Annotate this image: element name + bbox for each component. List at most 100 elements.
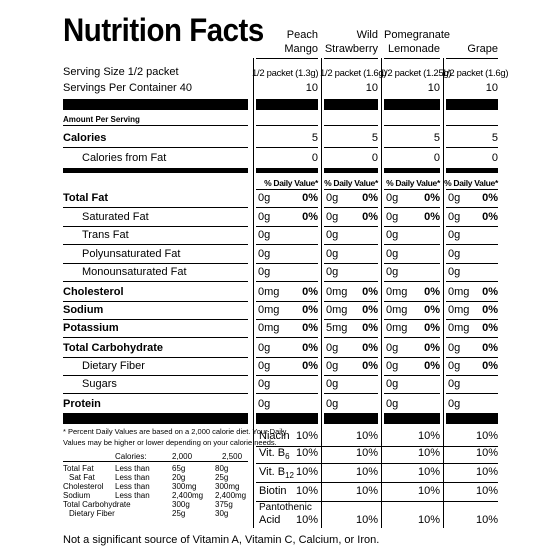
- nutrient-amount: 5mg: [326, 322, 348, 334]
- dv-table-cell: 2,400mg: [172, 491, 204, 500]
- nutrient-amount: 0g: [258, 398, 271, 410]
- thick-divider: [256, 99, 318, 110]
- nutrient-daily-value: 0%: [362, 342, 378, 354]
- dv-table-cell: Sodium: [63, 491, 91, 500]
- vitamin-daily-value: 10%: [355, 447, 378, 459]
- nutrient-amount: 0g: [448, 360, 461, 372]
- vitamin-daily-value: 10%: [417, 466, 440, 478]
- divider: [446, 281, 498, 282]
- nutrient-daily-value: 0%: [424, 286, 440, 298]
- nutrient-amount: 0g: [326, 211, 339, 223]
- nutrient-amount: 0g: [258, 360, 271, 372]
- calories-from-fat-value: 0: [433, 152, 440, 164]
- servings-per-container-value: 10: [427, 82, 440, 94]
- divider: [324, 263, 378, 264]
- divider: [384, 301, 440, 302]
- dv-table-cell: 375g: [215, 500, 233, 509]
- nutrient-daily-value: 0%: [302, 286, 318, 298]
- divider: [446, 189, 498, 190]
- calories-value: 5: [433, 132, 440, 144]
- divider: [446, 226, 498, 227]
- nutrient-amount: 0g: [258, 248, 271, 260]
- divider: [256, 501, 498, 502]
- nutrient-daily-value: 0%: [482, 322, 498, 334]
- vitamin-daily-value: 10%: [355, 430, 378, 442]
- nutrient-daily-value: 0%: [424, 342, 440, 354]
- nutrient-amount: 0g: [386, 398, 399, 410]
- nutrient-daily-value: 0%: [482, 286, 498, 298]
- thick-divider: [446, 413, 498, 424]
- divider: [256, 147, 318, 148]
- medium-divider: [446, 168, 498, 173]
- nutrient-amount: 0g: [386, 378, 399, 390]
- divider: [324, 147, 378, 148]
- flavor-name-line2: Lemonade: [388, 43, 440, 55]
- divider: [256, 244, 318, 245]
- divider: [256, 263, 318, 264]
- nutrient-amount: 0g: [386, 192, 399, 204]
- divider: [384, 375, 440, 376]
- nutrient-label: Total Carbohydrate: [63, 342, 164, 354]
- nutrient-amount: 0g: [258, 342, 271, 354]
- nutrient-amount: 0mg: [386, 286, 408, 298]
- divider: [384, 147, 440, 148]
- nutrient-amount: 0g: [326, 342, 339, 354]
- divider: [384, 244, 440, 245]
- nutrient-daily-value: 0%: [302, 211, 318, 223]
- column-separator: [253, 58, 254, 528]
- divider: [63, 413, 248, 414]
- flavor-name-line2: Strawberry: [324, 43, 378, 55]
- divider: [384, 125, 440, 126]
- nutrient-amount: 0g: [258, 378, 271, 390]
- vitamin-name: Pantothenic Acid: [259, 502, 312, 526]
- thick-divider: [63, 99, 248, 110]
- nutrient-amount: 0mg: [258, 286, 280, 298]
- nutrient-amount: 0g: [326, 378, 339, 390]
- nutrient-daily-value: 0%: [482, 360, 498, 372]
- dv-table-cell: Total Carbohydrate: [63, 500, 131, 509]
- nutrient-label: Trans Fat: [82, 229, 129, 241]
- nutrient-amount: 0mg: [326, 286, 348, 298]
- footnote-line: Values may be higher or lower depending …: [63, 438, 277, 447]
- divider: [324, 189, 378, 190]
- calories-from-fat-value: 0: [371, 152, 378, 164]
- column-separator: [381, 58, 382, 528]
- servings-per-container-value: 10: [305, 82, 318, 94]
- daily-value-header: % Daily Value*: [264, 178, 318, 188]
- calories-value: 5: [371, 132, 378, 144]
- divider: [256, 337, 318, 338]
- nutrient-amount: 0g: [258, 266, 271, 278]
- vitamin-subscript: 6: [285, 452, 290, 462]
- servings-per-container-label: Servings Per Container 40: [63, 82, 193, 94]
- divider: [63, 319, 248, 320]
- divider: [384, 263, 440, 264]
- vitamin-name-line: Acid: [259, 514, 281, 526]
- dv-table-cell: 300g: [172, 500, 190, 509]
- daily-value-header: % Daily Value*: [386, 178, 440, 188]
- divider: [446, 319, 498, 320]
- divider: [446, 263, 498, 264]
- divider: [446, 147, 498, 148]
- nutrient-amount: 0g: [448, 192, 461, 204]
- nutrient-label: Sugars: [82, 378, 117, 390]
- divider: [63, 125, 248, 126]
- vitamin-daily-value: 10%: [475, 430, 498, 442]
- thick-divider: [324, 413, 378, 424]
- nutrient-amount: 0g: [448, 342, 461, 354]
- divider: [446, 393, 498, 394]
- vitamin-daily-value: 10%: [295, 466, 318, 478]
- nutrient-amount: 0g: [448, 211, 461, 223]
- dv-table-header: 2,500: [222, 452, 243, 461]
- nutrient-label: Saturated Fat: [82, 211, 149, 223]
- not-significant-note: Not a significant source of Vitamin A, V…: [63, 534, 380, 546]
- divider: [63, 207, 248, 208]
- divider: [324, 375, 378, 376]
- dv-table-cell: 2,400mg: [215, 491, 247, 500]
- vitamin-daily-value: 10%: [417, 485, 440, 497]
- divider: [384, 58, 440, 59]
- vitamin-subscript: 12: [285, 471, 294, 481]
- thick-divider: [446, 99, 498, 110]
- nutrient-amount: 0g: [258, 229, 271, 241]
- nutrient-label: Polyunsaturated Fat: [82, 248, 181, 260]
- dv-table-cell: Dietary Fiber: [69, 509, 115, 518]
